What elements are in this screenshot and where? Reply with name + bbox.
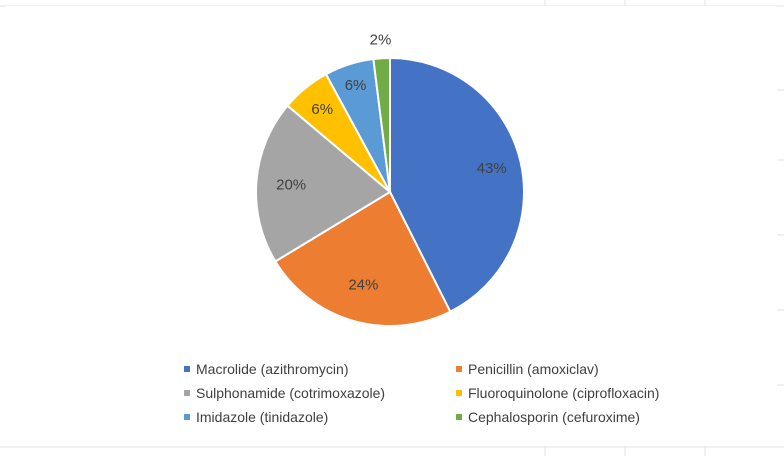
- data-label-imidazole: 6%: [345, 77, 367, 94]
- legend-item-macrolide: Macrolide (azithromycin): [184, 361, 456, 377]
- legend-item-cephalosporin: Cephalosporin (cefuroxime): [456, 409, 704, 425]
- data-label-sulphonamide: 20%: [276, 176, 306, 193]
- legend-swatch: [184, 366, 190, 372]
- legend-item-sulphonamide: Sulphonamide (cotrimoxazole): [184, 385, 456, 401]
- legend-label: Imidazole (tinidazole): [196, 409, 329, 425]
- legend-swatch: [456, 414, 462, 420]
- legend-swatch: [184, 390, 190, 396]
- pie-slice-penicillin: [273, 190, 452, 327]
- legend-label: Macrolide (azithromycin): [196, 361, 349, 377]
- legend-label: Fluoroquinolone (ciprofloxacin): [468, 385, 660, 401]
- legend-label: Penicillin (amoxiclav): [468, 361, 599, 377]
- legend-swatch: [456, 390, 462, 396]
- data-label-cephalosporin: 2%: [370, 32, 392, 49]
- legend-item-fluoroquinolone: Fluoroquinolone (ciprofloxacin): [456, 385, 704, 401]
- chart-legend: Macrolide (azithromycin) Penicillin (amox…: [184, 361, 704, 425]
- chart-area: 43% 24% 20% 6% 6% 2% Macrolide (azithromycin)…: [6, 6, 776, 446]
- legend-swatch: [184, 414, 190, 420]
- pie-chart: 43% 24% 20% 6% 6% 2%: [255, 32, 525, 327]
- pie-slice-cephalosporin: [372, 56, 391, 193]
- pie-slice-macrolide: [389, 56, 525, 314]
- legend-item-penicillin: Penicillin (amoxiclav): [456, 361, 704, 377]
- legend-swatch: [456, 366, 462, 372]
- legend-item-imidazole: Imidazole (tinidazole): [184, 409, 456, 425]
- pie-slice-sulphonamide: [255, 104, 392, 263]
- data-label-fluoroquinolone: 6%: [311, 101, 333, 118]
- data-label-penicillin: 24%: [348, 277, 378, 294]
- legend-label: Sulphonamide (cotrimoxazole): [196, 385, 386, 401]
- legend-label: Cephalosporin (cefuroxime): [468, 409, 640, 425]
- data-label-macrolide: 43%: [477, 160, 507, 177]
